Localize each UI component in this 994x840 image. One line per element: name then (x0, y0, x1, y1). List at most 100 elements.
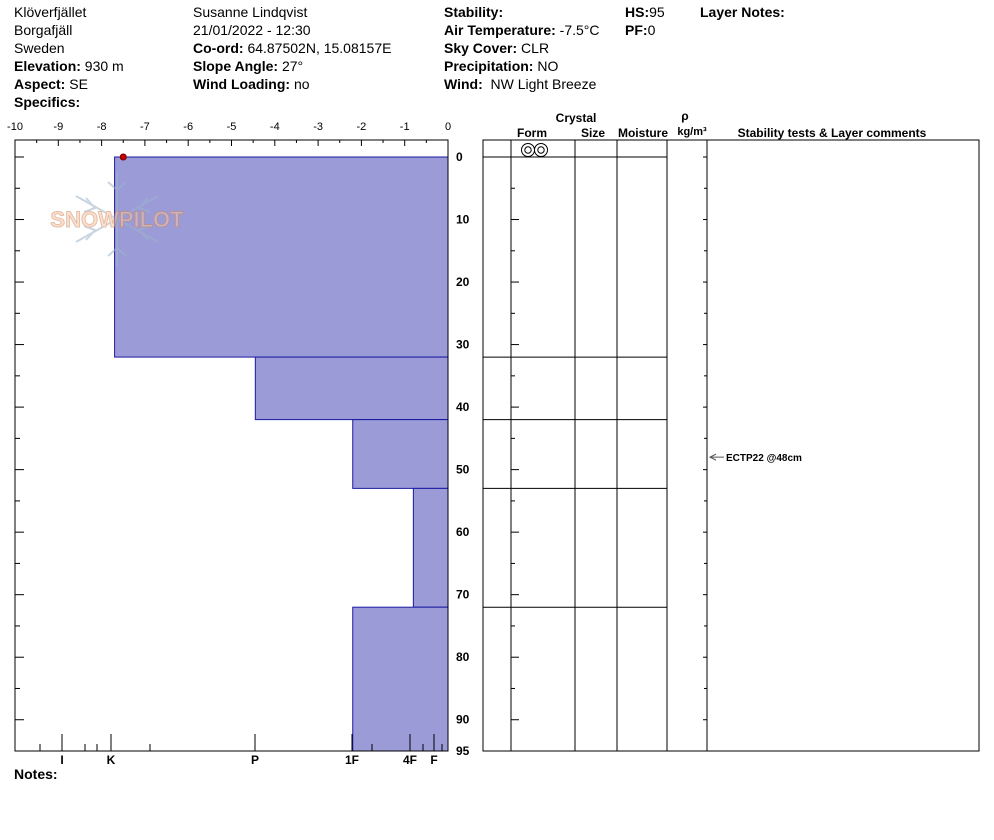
temp-tick-label: -5 (227, 121, 237, 133)
hardness-layer-4 (352, 606, 449, 752)
pf-value: 0 (647, 22, 656, 38)
layer-notes-label: Layer Notes: (700, 4, 785, 20)
slope-row: Slope Angle: 27° (193, 57, 303, 75)
hs-row: HS:95 (625, 3, 665, 21)
temp-tick-label: -1 (400, 121, 410, 133)
header-crystal: Crystal (556, 111, 597, 125)
specifics-label: Specifics: (14, 94, 81, 110)
hardness-layer-3 (412, 487, 449, 608)
depth-label: 50 (456, 463, 470, 477)
depth-ticks: 0 10 20 30 40 50 60 70 80 90 95 (15, 150, 470, 758)
temp-tick-label: -2 (357, 121, 367, 133)
temp-tick-label: -8 (97, 121, 107, 133)
sky-cover-row: Sky Cover: CLR (444, 39, 549, 57)
elevation-row: Elevation: 930 m (14, 57, 124, 75)
aspect-row: Aspect: SE (14, 75, 88, 93)
observer-name: Susanne Lindqvist (193, 4, 308, 20)
temp-tick-label: -7 (140, 121, 150, 133)
coord-row: Co-ord: 64.87502N, 15.08157E (193, 39, 391, 57)
coord-label: Co-ord: (193, 40, 244, 56)
wind-row: Wind: NW Light Breeze (444, 75, 596, 93)
depth-label: 70 (456, 588, 470, 602)
hardness-label-F: F (430, 753, 437, 767)
stability-tests: ECTP22 @48cm (708, 453, 802, 464)
temp-tick-label: -10 (7, 121, 23, 133)
snowflake-icon (75, 172, 159, 266)
pf-label: PF: (625, 22, 648, 38)
specifics-row: Specifics: (14, 93, 80, 111)
depth-label: 80 (456, 650, 470, 664)
table-depth-ticks (511, 156, 707, 721)
hardness-layer-2 (352, 419, 449, 489)
stability-test-arrowhead (708, 453, 717, 461)
header-form: Form (517, 126, 547, 140)
precipitation-row: Precipitation: NO (444, 57, 558, 75)
header-rho: ρ (681, 109, 688, 123)
elevation-label: Elevation: (14, 58, 81, 74)
sky-cover-value: CLR (521, 40, 550, 56)
hardness-label-P: P (251, 753, 259, 767)
pf-row: PF:0 (625, 21, 655, 39)
aspect-value: SE (69, 76, 88, 92)
depth-label: 20 (456, 275, 470, 289)
layer-boundaries (483, 156, 667, 608)
snowpilot-wordmark: SNOWPILOT (50, 207, 184, 232)
hs-value: 95 (649, 4, 665, 20)
country-name: Sweden (14, 40, 65, 56)
coord-value: 64.87502N, 15.08157E (247, 40, 392, 56)
depth-label: 0 (456, 150, 463, 164)
precipitation-label: Precipitation: (444, 58, 534, 74)
air-temp-label: Air Temperature: (444, 22, 556, 38)
depth-label: 10 (456, 213, 470, 227)
temperature-point (119, 153, 127, 161)
temp-tick-label: -6 (183, 121, 193, 133)
observation-datetime: 21/01/2022 - 12:30 (193, 22, 311, 38)
surface-hoar-icon (521, 143, 548, 157)
header-moisture: Moisture (618, 126, 668, 140)
hs-label: HS: (625, 4, 650, 20)
depth-label: 30 (456, 338, 470, 352)
wind-loading-label: Wind Loading: (193, 76, 291, 92)
depth-label: 60 (456, 525, 470, 539)
depth-label: 90 (456, 713, 470, 727)
wind-loading-value: no (293, 76, 310, 92)
elevation-value: 930 m (84, 58, 124, 74)
snowpilot-watermark: SNOWPILOT (50, 172, 185, 266)
temp-tick-label: -3 (313, 121, 323, 133)
stability-test-label: ECTP22 @48cm (726, 453, 802, 464)
slope-label: Slope Angle: (193, 58, 279, 74)
aspect-label: Aspect: (14, 76, 66, 92)
air-temp-value: -7.5°C (559, 22, 600, 38)
temp-tick-label: -4 (270, 121, 280, 133)
hardness-layer-0 (114, 156, 449, 358)
layer-table-frame (482, 139, 980, 752)
hardness-layer-1 (254, 356, 449, 421)
hardness-label-K: K (107, 753, 116, 767)
header-density-unit: kg/m³ (677, 126, 707, 138)
wind-value: NW Light Breeze (490, 76, 597, 92)
wind-label: Wind: (444, 76, 483, 92)
temp-tick-label: -9 (53, 121, 63, 133)
stability-label: Stability: (444, 4, 504, 20)
sky-cover-label: Sky Cover: (444, 40, 518, 56)
air-temp-row: Air Temperature: -7.5°C (444, 21, 600, 39)
layer-notes-row: Layer Notes: (700, 3, 785, 21)
depth-label: 95 (456, 744, 470, 758)
header-comments: Stability tests & Layer comments (738, 126, 927, 140)
location-name: Klöverfjället (14, 4, 87, 20)
hardness-layers (114, 156, 449, 752)
notes-label: Notes: (14, 766, 58, 782)
notes-row: Notes: (14, 765, 58, 783)
stability-row: Stability: (444, 3, 503, 21)
precipitation-value: NO (537, 58, 559, 74)
header-size: Size (581, 126, 605, 140)
depth-label: 40 (456, 400, 470, 414)
wind-loading-row: Wind Loading: no (193, 75, 310, 93)
hardness-label-I: I (60, 753, 63, 767)
region-name: Borgafjäll (14, 22, 73, 38)
hardness-label-4F: 4F (403, 753, 417, 767)
hardness-label-1F: 1F (345, 753, 359, 767)
slope-value: 27° (281, 58, 304, 74)
temperature-ticks: -10 -9 -8 -7 -6 -5 -4 -3 -2 -1 0 (7, 121, 451, 146)
